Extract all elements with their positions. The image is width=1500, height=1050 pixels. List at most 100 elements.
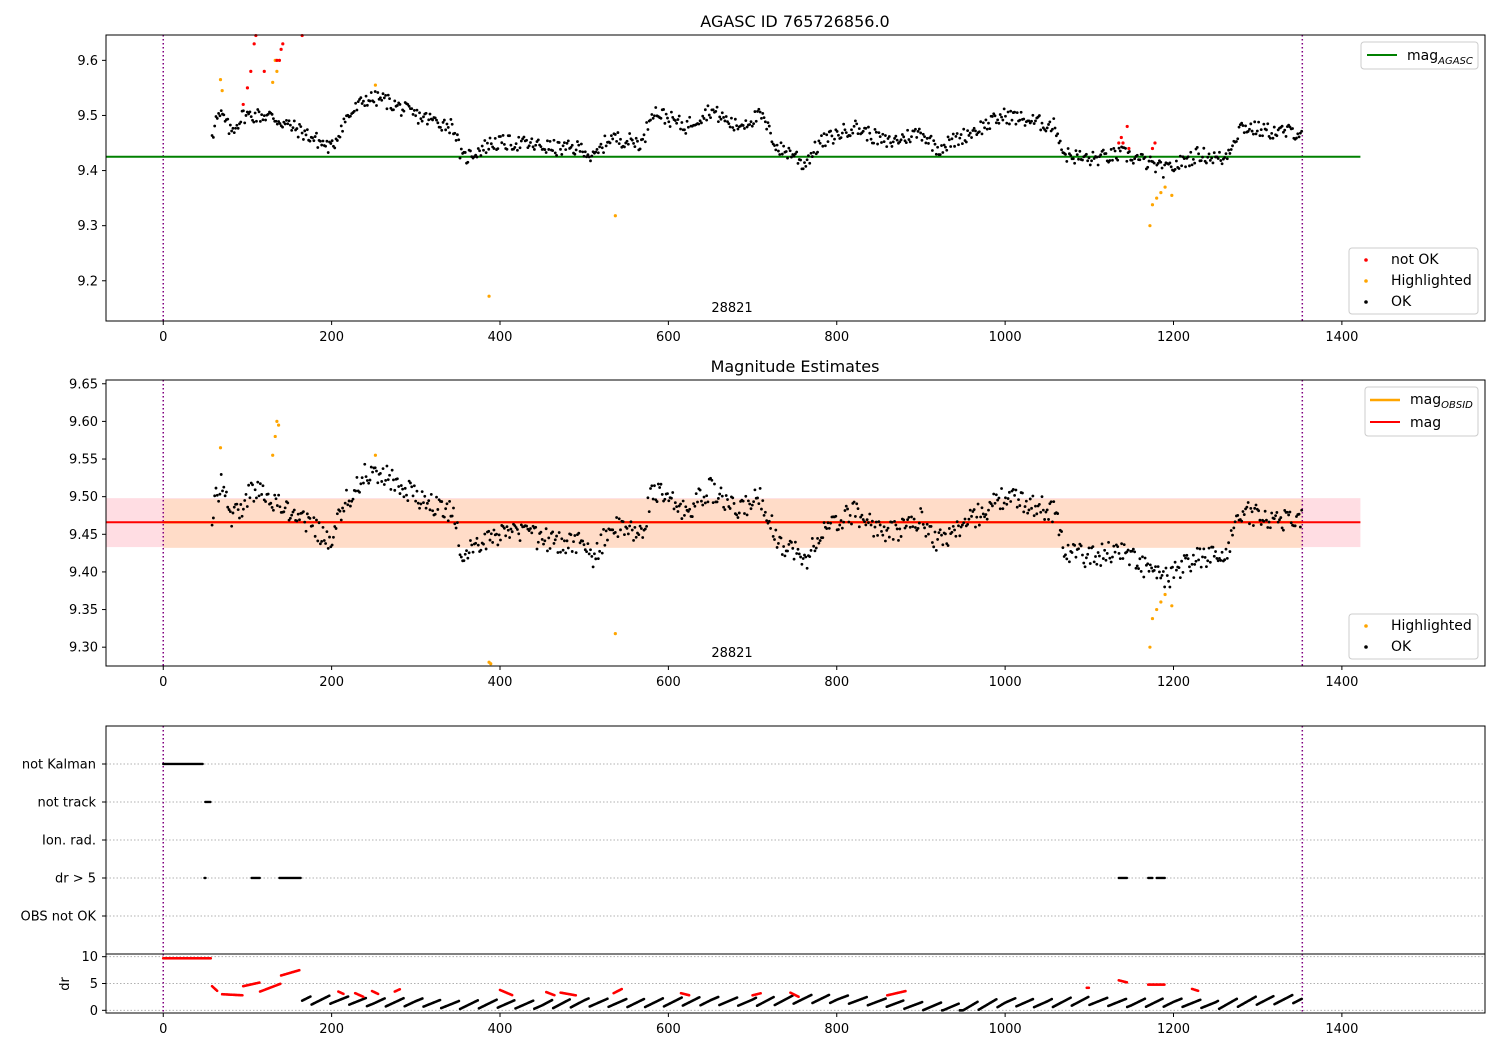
magnitude-highlighted-point — [1163, 592, 1167, 597]
agasc-highlighted-point — [1170, 193, 1174, 197]
agasc-ok-point — [1002, 107, 1006, 111]
magnitude-ok-point — [386, 478, 390, 482]
magnitude-ok-point — [223, 494, 227, 498]
agasc-highlighted-point — [218, 78, 223, 82]
agasc-ok-point — [812, 150, 816, 154]
magnitude-ok-point — [274, 497, 278, 501]
magnitude-ok-point — [382, 483, 386, 486]
magnitude-ok-point — [1228, 550, 1232, 553]
agasc-ok-point — [278, 122, 282, 125]
agasc-xtick-label-800: 800 — [824, 330, 849, 345]
magnitude-ok-point — [288, 516, 292, 520]
magnitude-ok-point — [1275, 511, 1279, 514]
magnitude-ok-point — [1150, 566, 1154, 570]
agasc-ok-point — [215, 117, 219, 120]
agasc-ok-point — [235, 123, 239, 127]
agasc-ok-point — [379, 96, 382, 100]
magnitude-ok-point — [405, 493, 408, 497]
magnitude-ok-point — [938, 528, 942, 532]
magnitude-panel: Magnitude Estimates 0 200 400 600 800 1000 120… — [69, 357, 1486, 690]
magnitude-ok-point — [369, 465, 373, 469]
magnitude-ok-point — [489, 532, 493, 536]
agasc-ok-point — [236, 126, 240, 130]
agasc-ok-point — [525, 138, 528, 142]
agasc-ok-point — [650, 113, 654, 116]
magnitude-ok-point — [525, 524, 528, 528]
magnitude-ok-point — [1160, 573, 1164, 577]
magnitude-ok-point — [1034, 504, 1037, 508]
agasc-ok-point — [787, 146, 791, 150]
agasc-ok-point — [410, 107, 414, 111]
magnitude-ok-point — [1096, 551, 1100, 554]
magnitude-ok-point — [544, 527, 548, 531]
agasc-xtick-label-0: 0 — [159, 330, 167, 345]
magnitude-ok-point — [1190, 562, 1194, 566]
magnitude-ok-point — [797, 552, 801, 556]
agasc-ok-point — [724, 115, 728, 118]
flag-point — [1125, 876, 1129, 880]
agasc-ok-point — [1257, 120, 1261, 124]
magnitude-ok-point — [1065, 557, 1069, 561]
agasc-highlighted-point — [1163, 185, 1167, 189]
magnitude-ok-point — [218, 492, 222, 496]
magnitude-ok-point — [248, 496, 252, 500]
magnitude-ok-point — [1111, 555, 1114, 559]
magnitude-ok-point — [804, 555, 808, 559]
magnitude-ok-point — [509, 527, 513, 531]
agasc-ok-point — [991, 115, 994, 118]
agasc-ok-point — [831, 141, 835, 145]
magnitude-ok-point — [367, 481, 371, 485]
magnitude-ok-point — [350, 499, 354, 503]
agasc-ok-point — [258, 119, 262, 123]
magnitude-ok-point — [1022, 510, 1026, 514]
magnitude-xtick-label-1000: 1000 — [989, 675, 1022, 690]
magnitude-ok-point — [244, 492, 248, 496]
magnitude-ok-point — [1191, 553, 1195, 557]
agasc-ok-point — [711, 108, 715, 112]
magnitude-ok-point — [342, 509, 346, 513]
magnitude-ok-point — [462, 559, 466, 563]
magnitude-ok-point — [934, 548, 938, 552]
agasc-ok-point — [770, 140, 774, 144]
magnitude-ok-point — [448, 499, 451, 503]
agasc-ok-point — [684, 131, 688, 135]
agasc-ok-point — [979, 120, 983, 124]
agasc-ok-point — [842, 122, 846, 126]
magnitude-ok-point — [842, 520, 846, 524]
agasc-ok-point — [676, 118, 680, 121]
agasc-ok-point — [1156, 161, 1160, 165]
magnitude-ok-point — [1021, 491, 1024, 495]
magnitude-ok-point — [385, 464, 389, 468]
magnitude-ok-point — [347, 499, 351, 503]
magnitude-ok-point — [916, 527, 920, 530]
magnitude-ok-point — [646, 496, 650, 500]
agasc-ok-point — [633, 145, 637, 149]
agasc-ok-point — [630, 138, 634, 142]
agasc-ytick-label-9.6: 9.6 — [77, 54, 98, 69]
agasc-ok-point — [555, 154, 558, 157]
agasc-ok-point — [454, 139, 458, 142]
magnitude-ok-point — [471, 550, 475, 554]
magnitude-ok-point — [435, 495, 438, 499]
magnitude-ok-point — [406, 499, 410, 503]
magnitude-ok-point — [1040, 495, 1044, 499]
agasc-ok-point — [1249, 122, 1253, 126]
legend-mag-agasc-main: mag — [1407, 48, 1438, 64]
agasc-ok-point — [384, 94, 388, 97]
agasc-highlighted-point — [275, 69, 279, 73]
magnitude-ok-point — [897, 538, 900, 542]
agasc-ok-point — [733, 117, 737, 121]
magnitude-ok-point — [409, 481, 412, 485]
agasc-ok-point — [311, 136, 314, 140]
agasc-ok-point — [501, 133, 505, 137]
dr-ok-point — [735, 996, 739, 999]
agasc-ok-point — [950, 137, 954, 141]
agasc-ok-point — [1112, 146, 1116, 150]
agasc-ok-point — [335, 139, 339, 142]
magnitude-ok-point — [658, 486, 662, 489]
agasc-ok-point — [500, 141, 504, 145]
agasc-ok-point — [671, 115, 675, 119]
magnitude-ok-point — [1077, 547, 1080, 551]
magnitude-ok-point — [1156, 565, 1160, 568]
agasc-ok-point — [850, 128, 853, 132]
